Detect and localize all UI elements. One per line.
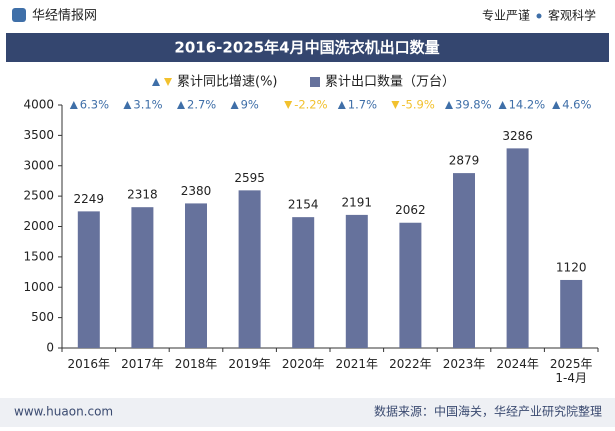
data-label: 3286 bbox=[502, 129, 533, 143]
x-tick-label: 2023年 bbox=[443, 357, 486, 371]
growth-label: -2.2% bbox=[294, 98, 327, 112]
y-tick-label: 4000 bbox=[23, 98, 54, 112]
data-label: 2062 bbox=[395, 203, 426, 217]
growth-label: 6.3% bbox=[80, 98, 109, 112]
x-tick-label: 2019年 bbox=[228, 357, 271, 371]
x-tick-label: 2016年 bbox=[68, 357, 111, 371]
slogan: 专业严谨 bbox=[482, 8, 530, 23]
x-tick-label: 2018年 bbox=[175, 357, 218, 371]
chart-title: 2016-2025年4月中国洗衣机出口数量 bbox=[174, 39, 439, 57]
growth-marker bbox=[337, 101, 346, 109]
growth-label: 9% bbox=[241, 98, 259, 112]
legend-icon bbox=[152, 78, 160, 86]
growth-marker bbox=[230, 101, 239, 109]
y-tick-label: 3000 bbox=[23, 158, 54, 172]
y-tick-label: 1000 bbox=[23, 280, 54, 294]
bar bbox=[185, 203, 207, 348]
data-label: 2380 bbox=[181, 184, 212, 198]
footer-website: www.huaon.com bbox=[14, 405, 113, 419]
y-tick-label: 3500 bbox=[23, 128, 54, 142]
bar bbox=[560, 279, 583, 348]
x-tick-label: 2024年 bbox=[496, 357, 539, 371]
growth-label: 39.8% bbox=[455, 98, 492, 112]
bar bbox=[238, 190, 261, 348]
growth-label: 14.2% bbox=[509, 98, 546, 112]
title-bar bbox=[6, 33, 609, 62]
growth-marker bbox=[284, 101, 293, 109]
growth-marker bbox=[391, 101, 400, 109]
slogan: 客观科学 bbox=[548, 8, 596, 23]
y-tick-label: 2500 bbox=[23, 189, 54, 203]
x-tick-label: 2020年 bbox=[282, 357, 325, 371]
x-tick-label: 2022年 bbox=[389, 357, 432, 371]
growth-marker bbox=[123, 101, 132, 109]
bar bbox=[506, 148, 529, 348]
legend-icon bbox=[310, 77, 320, 87]
growth-marker bbox=[552, 101, 561, 109]
y-tick-label: 2000 bbox=[23, 219, 54, 233]
data-label: 2595 bbox=[234, 171, 265, 185]
data-label: 1120 bbox=[556, 260, 587, 274]
logo-text: 华经情报网 bbox=[32, 9, 97, 24]
footer-bar bbox=[0, 398, 615, 427]
bar bbox=[292, 217, 315, 348]
footer-source: 数据来源：中国海关，华经产业研究院整理 bbox=[374, 404, 602, 419]
bar bbox=[345, 214, 368, 348]
slogan-dot bbox=[536, 13, 542, 19]
legend-label: 累计出口数量（万台） bbox=[325, 75, 455, 90]
x-tick-label: 2021年 bbox=[336, 357, 379, 371]
growth-label: -5.9% bbox=[401, 98, 434, 112]
data-label: 2879 bbox=[449, 154, 480, 168]
legend-icon bbox=[164, 78, 172, 86]
data-label: 2191 bbox=[342, 195, 373, 209]
x-tick-label: 2025年 1-4月 bbox=[550, 357, 593, 385]
growth-marker bbox=[69, 101, 78, 109]
y-tick-label: 0 bbox=[46, 341, 54, 355]
growth-label: 4.6% bbox=[562, 98, 591, 112]
growth-label: 3.1% bbox=[133, 98, 162, 112]
bar bbox=[453, 173, 475, 348]
data-label: 2249 bbox=[74, 192, 105, 206]
growth-label: 1.7% bbox=[348, 98, 377, 112]
legend-label: 累计同比增速(%) bbox=[177, 75, 278, 90]
y-tick-label: 1500 bbox=[23, 249, 54, 263]
bar bbox=[77, 211, 100, 348]
growth-marker bbox=[177, 101, 185, 109]
bar bbox=[399, 222, 422, 348]
growth-label: 2.7% bbox=[187, 98, 216, 112]
logo-icon bbox=[12, 8, 26, 22]
data-label: 2154 bbox=[288, 198, 319, 212]
x-tick-label: 2017年 bbox=[121, 357, 164, 371]
data-label: 2318 bbox=[127, 188, 158, 202]
bar bbox=[131, 207, 154, 348]
growth-marker bbox=[498, 101, 507, 109]
y-tick-label: 500 bbox=[31, 310, 54, 324]
growth-marker bbox=[445, 101, 453, 109]
